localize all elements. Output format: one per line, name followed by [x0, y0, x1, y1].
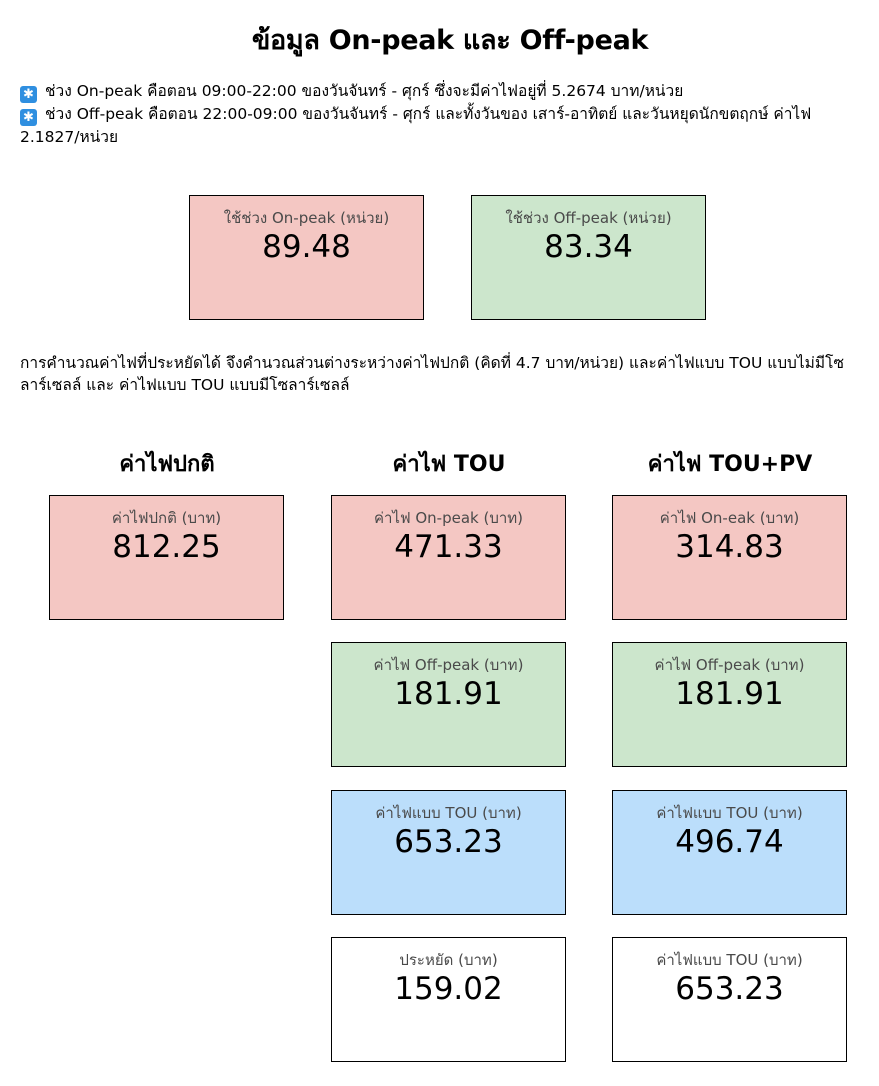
tou-off-peak-cost-label: ค่าไฟ Off-peak (บาท) — [373, 656, 524, 674]
tou-savings-label: ประหยัด (บาท) — [399, 951, 498, 969]
tou-pv-on-peak-cost-card: ค่าไฟ On-eak (บาท) 314.83 — [612, 495, 847, 620]
on-peak-note: ✱ ช่วง On-peak คือตอน 09:00-22:00 ของวันจ… — [20, 80, 860, 103]
tou-total-cost-card: ค่าไฟแบบ TOU (บาท) 653.23 — [331, 790, 566, 915]
tou-savings-value: 159.02 — [394, 971, 503, 1007]
tou-pv-total-cost-card: ค่าไฟแบบ TOU (บาท) 496.74 — [612, 790, 847, 915]
tou-pv-total-cost-value: 496.74 — [675, 824, 784, 860]
tou-total-cost-label: ค่าไฟแบบ TOU (บาท) — [375, 804, 522, 822]
calculation-note: การคำนวณค่าไฟที่ประหยัดได้ จึงคำนวณส่วนต… — [20, 354, 844, 394]
tou-off-peak-cost-value: 181.91 — [394, 676, 503, 712]
tou-pv-off-peak-cost-card: ค่าไฟ Off-peak (บาท) 181.91 — [612, 642, 847, 767]
on-peak-note-text: ช่วง On-peak คือตอน 09:00-22:00 ของวันจั… — [45, 82, 684, 100]
off-peak-usage-label: ใช้ช่วง Off-peak (หน่วย) — [505, 209, 672, 227]
on-peak-usage-value: 89.48 — [262, 229, 351, 265]
asterisk-icon: ✱ — [20, 109, 37, 126]
tou-pv-on-peak-cost-value: 314.83 — [675, 529, 784, 565]
on-peak-usage-label: ใช้ช่วง On-peak (หน่วย) — [223, 209, 390, 227]
off-peak-usage-card: ใช้ช่วง Off-peak (หน่วย) 83.34 — [471, 195, 706, 320]
tou-pv-comparison-card: ค่าไฟแบบ TOU (บาท) 653.23 — [612, 937, 847, 1062]
normal-column-header: ค่าไฟปกติ — [119, 452, 215, 477]
tou-pv-off-peak-cost-value: 181.91 — [675, 676, 784, 712]
tou-off-peak-cost-card: ค่าไฟ Off-peak (บาท) 181.91 — [331, 642, 566, 767]
normal-cost-value: 812.25 — [112, 529, 221, 565]
tou-pv-comparison-value: 653.23 — [675, 971, 784, 1007]
page-title: ข้อมูล On-peak และ Off-peak — [251, 25, 649, 56]
tou-column-header: ค่าไฟ TOU — [392, 452, 506, 477]
tou-on-peak-cost-card: ค่าไฟ On-peak (บาท) 471.33 — [331, 495, 566, 620]
off-peak-usage-value: 83.34 — [544, 229, 633, 265]
tou-on-peak-cost-label: ค่าไฟ On-peak (บาท) — [373, 509, 524, 527]
off-peak-note-text: ช่วง Off-peak คือตอน 22:00-09:00 ของวันจ… — [20, 105, 812, 146]
tou-pv-comparison-label: ค่าไฟแบบ TOU (บาท) — [656, 951, 803, 969]
asterisk-icon: ✱ — [20, 86, 37, 103]
on-peak-usage-card: ใช้ช่วง On-peak (หน่วย) 89.48 — [189, 195, 424, 320]
off-peak-note: ✱ ช่วง Off-peak คือตอน 22:00-09:00 ของวัน… — [20, 103, 860, 148]
tou-total-cost-value: 653.23 — [394, 824, 503, 860]
tou-pv-total-cost-label: ค่าไฟแบบ TOU (บาท) — [656, 804, 803, 822]
tou-pv-on-peak-cost-label: ค่าไฟ On-eak (บาท) — [659, 509, 800, 527]
tou-pv-off-peak-cost-label: ค่าไฟ Off-peak (บาท) — [654, 656, 805, 674]
normal-cost-label: ค่าไฟปกติ (บาท) — [111, 509, 222, 527]
tou-on-peak-cost-value: 471.33 — [394, 529, 503, 565]
normal-cost-card: ค่าไฟปกติ (บาท) 812.25 — [49, 495, 284, 620]
tou-pv-column-header: ค่าไฟ TOU+PV — [647, 452, 813, 477]
tou-savings-card: ประหยัด (บาท) 159.02 — [331, 937, 566, 1062]
